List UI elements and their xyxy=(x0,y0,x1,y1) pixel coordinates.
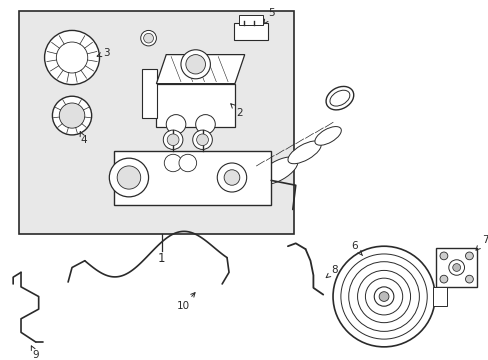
Circle shape xyxy=(179,154,196,172)
Bar xyxy=(432,287,446,306)
Circle shape xyxy=(166,114,185,134)
Ellipse shape xyxy=(325,86,353,110)
Ellipse shape xyxy=(61,45,82,55)
Text: 3: 3 xyxy=(97,48,109,58)
Text: 1: 1 xyxy=(158,252,165,265)
Circle shape xyxy=(195,114,215,134)
Circle shape xyxy=(141,30,156,46)
Bar xyxy=(233,23,268,40)
Circle shape xyxy=(56,42,87,73)
Circle shape xyxy=(452,264,460,271)
Text: 7: 7 xyxy=(475,235,488,250)
Circle shape xyxy=(181,50,210,79)
Circle shape xyxy=(167,134,179,145)
Circle shape xyxy=(224,170,239,185)
Text: 4: 4 xyxy=(80,132,87,145)
Circle shape xyxy=(448,260,464,275)
Ellipse shape xyxy=(314,127,341,145)
Text: 5: 5 xyxy=(264,8,274,24)
Circle shape xyxy=(439,275,447,283)
Bar xyxy=(156,84,234,127)
Text: 8: 8 xyxy=(325,265,338,278)
Text: 10: 10 xyxy=(176,293,195,311)
Ellipse shape xyxy=(258,157,297,184)
Bar xyxy=(19,11,293,234)
Circle shape xyxy=(109,158,148,197)
Text: 9: 9 xyxy=(31,346,39,360)
Circle shape xyxy=(192,130,212,149)
Circle shape xyxy=(217,163,246,192)
Circle shape xyxy=(373,287,393,306)
Circle shape xyxy=(143,33,153,43)
Bar xyxy=(142,69,157,117)
Bar xyxy=(435,248,476,287)
Circle shape xyxy=(117,166,141,189)
Ellipse shape xyxy=(287,141,321,164)
Circle shape xyxy=(378,292,388,301)
Text: 6: 6 xyxy=(350,241,362,256)
Circle shape xyxy=(164,154,182,172)
Circle shape xyxy=(196,134,208,145)
Circle shape xyxy=(465,275,472,283)
Polygon shape xyxy=(156,55,244,84)
Circle shape xyxy=(332,246,434,347)
Circle shape xyxy=(59,103,84,128)
Circle shape xyxy=(439,252,447,260)
Ellipse shape xyxy=(329,90,349,106)
Circle shape xyxy=(185,55,205,74)
Text: 2: 2 xyxy=(230,104,243,118)
Bar xyxy=(114,152,271,204)
Circle shape xyxy=(465,252,472,260)
Circle shape xyxy=(44,30,99,85)
Bar xyxy=(238,15,263,24)
Circle shape xyxy=(52,96,91,135)
Circle shape xyxy=(163,130,183,149)
